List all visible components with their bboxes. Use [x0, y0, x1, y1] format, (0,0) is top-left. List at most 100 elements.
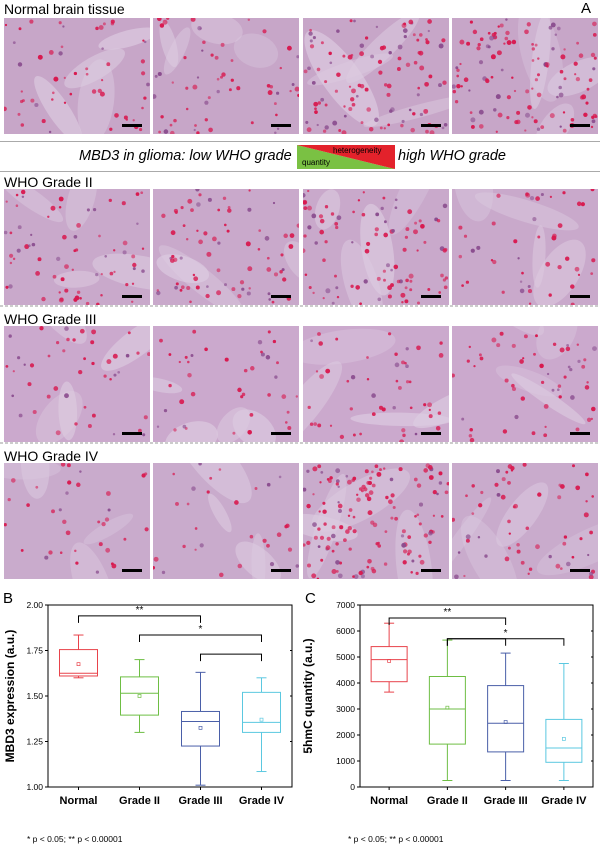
box-iqr	[370, 646, 408, 683]
box-iqr	[242, 691, 281, 733]
section-title-grade2: WHO Grade II	[4, 174, 93, 190]
micrograph-tile	[4, 326, 150, 442]
category-label: Grade II	[427, 795, 468, 807]
bracket-line	[78, 615, 201, 623]
bracket-line	[446, 638, 507, 646]
category-label: Grade IV	[239, 795, 285, 807]
box-iqr	[181, 710, 220, 747]
grade-banner: MBD3 in glioma: low WHO grade quantity h…	[0, 141, 600, 172]
box-grade-iii	[181, 671, 220, 786]
scale-bar	[122, 432, 142, 435]
footnote-c: * p < 0.05; ** p < 0.00001	[348, 834, 444, 844]
y-tick-label: 1.75	[26, 646, 43, 656]
y-axis-label: 5hmC quantity (a.u.)	[301, 638, 315, 753]
micrograph-tile	[452, 189, 598, 305]
micrograph-tile	[4, 189, 150, 305]
significance-bracket: **	[388, 607, 507, 625]
micrograph-tile	[452, 18, 598, 134]
banner-right-text: high WHO grade	[398, 148, 506, 164]
scale-bar	[421, 295, 441, 298]
significance-bracket: *	[139, 624, 262, 643]
plot-frame	[359, 604, 594, 788]
category-label: Normal	[370, 795, 408, 807]
y-tick-label: 1.50	[26, 691, 43, 701]
scale-bar	[271, 569, 291, 572]
box-grade-iv	[545, 663, 583, 781]
micrograph-tile	[303, 18, 449, 134]
section-title-grade4: WHO Grade IV	[4, 448, 99, 464]
micrograph-tile	[303, 463, 449, 579]
scale-bar	[570, 569, 590, 572]
significance-bracket	[446, 638, 507, 646]
micrograph-tile	[303, 326, 449, 442]
y-tick-label: 4000	[336, 678, 355, 688]
category-label: Grade II	[119, 795, 160, 807]
micrograph-tile	[153, 326, 299, 442]
box-normal	[370, 622, 408, 693]
mean-marker	[503, 720, 508, 724]
mean-marker	[137, 694, 142, 698]
box-grade-ii	[120, 659, 159, 733]
micrograph-tile	[452, 463, 598, 579]
scale-bar	[421, 569, 441, 572]
bracket-line	[388, 617, 507, 625]
micrograph-tile	[153, 463, 299, 579]
box-grade-iv	[242, 677, 281, 773]
box-iqr	[545, 718, 583, 763]
quantity-heterogeneity-wedge	[297, 145, 395, 169]
box-grade-ii	[428, 639, 466, 781]
box-iqr	[120, 676, 159, 716]
section-title-grade3: WHO Grade III	[4, 311, 97, 327]
box-grade-iii	[487, 652, 525, 781]
scale-bar	[570, 432, 590, 435]
significance-label: **	[443, 607, 451, 618]
micrograph-tile	[452, 326, 598, 442]
mean-marker	[76, 662, 81, 667]
5hmc-boxplot: 0 1000 2000 3000 4000 5000 6000 7000 5hmC quanti…	[301, 600, 594, 807]
micrograph-tile	[4, 463, 150, 579]
scale-bar	[271, 124, 291, 127]
significance-label: *	[504, 628, 508, 639]
mean-marker	[198, 726, 203, 730]
micrograph-tile	[153, 18, 299, 134]
y-tick-label: 2000	[336, 730, 355, 740]
scale-bar	[421, 432, 441, 435]
scale-bar	[421, 124, 441, 127]
footnote-b: * p < 0.05; ** p < 0.00001	[27, 834, 123, 844]
mean-marker	[259, 717, 264, 722]
y-tick-label: 6000	[336, 626, 355, 636]
panel-letter-c: C	[305, 590, 316, 607]
y-tick-label: 5000	[336, 652, 355, 662]
category-label: Grade IV	[541, 795, 587, 807]
category-label: Grade III	[178, 795, 222, 807]
box-iqr	[428, 676, 466, 745]
bracket-line	[139, 634, 262, 643]
category-label: Normal	[60, 795, 98, 807]
category-label: Grade III	[484, 795, 528, 807]
mean-marker	[387, 659, 391, 663]
significance-bracket: **	[78, 605, 201, 623]
separator-line	[0, 442, 600, 444]
scale-bar	[570, 295, 590, 298]
significance-label: *	[199, 624, 203, 635]
y-tick-label: 1.25	[26, 737, 43, 747]
box-normal	[59, 634, 98, 679]
y-tick-label: 3000	[336, 704, 355, 714]
scale-bar	[122, 569, 142, 572]
y-tick-label: 0	[350, 782, 355, 792]
significance-label: **	[136, 605, 144, 616]
scale-bar	[122, 124, 142, 127]
significance-bracket	[200, 653, 262, 662]
quantity-label: quantity	[302, 158, 331, 167]
y-tick-label: 1.00	[26, 782, 43, 792]
scale-bar	[271, 432, 291, 435]
mbd3-boxplot: 1.00 1.25 1.50 1.75 2.00 MBD3 expression (a.u…	[3, 600, 293, 807]
y-tick-label: 1000	[336, 756, 355, 766]
banner-left-text: MBD3 in glioma: low WHO grade	[79, 148, 292, 164]
separator-line	[0, 305, 600, 307]
panel-letter-a: A	[581, 0, 592, 17]
box-iqr	[487, 685, 525, 753]
micrograph-tile	[303, 189, 449, 305]
panel-letter-b: B	[3, 590, 14, 607]
micrograph-tile	[153, 189, 299, 305]
